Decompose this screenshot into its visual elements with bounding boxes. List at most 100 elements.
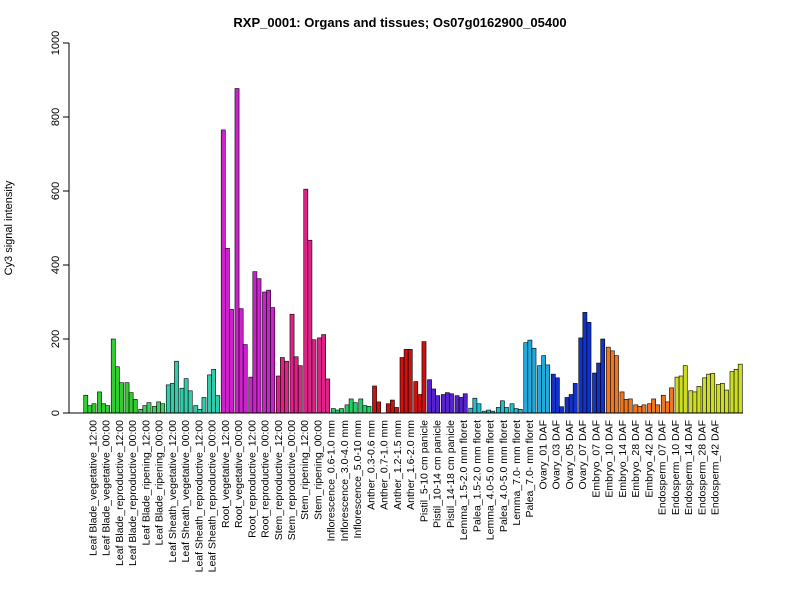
bar — [578, 337, 584, 414]
bar — [610, 350, 615, 414]
bars-group — [83, 88, 743, 414]
bar — [293, 356, 299, 414]
x-category-label: Lemma_7.0- mm floret — [511, 420, 523, 526]
bar — [559, 406, 564, 414]
bar — [440, 394, 446, 414]
bar — [472, 397, 478, 414]
bar — [138, 408, 144, 414]
bar — [234, 88, 240, 414]
bar — [696, 386, 702, 414]
x-category-label: Root_vegetative_00:00 — [233, 420, 245, 528]
x-category-label: Root_reproductive_12:00 — [246, 420, 258, 538]
bar — [399, 357, 405, 414]
bar — [555, 377, 560, 414]
x-category-label: Endosperm_10 DAF — [670, 420, 682, 515]
bar — [201, 397, 207, 414]
x-category-label: Ovary_03 DAF — [551, 420, 563, 489]
bar — [427, 379, 432, 414]
bar — [238, 308, 244, 414]
bar — [688, 390, 694, 414]
x-category-label: Pistil_10-14 cm panicle — [432, 420, 444, 528]
bar — [87, 405, 93, 414]
x-category-label: Embryo_07 DAF — [590, 420, 602, 498]
bar — [280, 357, 285, 414]
bar — [207, 374, 212, 414]
x-category-label: Pistil_5-10 cm panicle — [418, 420, 430, 522]
bar — [435, 395, 441, 414]
bar — [445, 392, 450, 414]
bar — [641, 404, 647, 414]
bar — [170, 383, 175, 414]
bar — [101, 403, 106, 414]
bar — [417, 394, 423, 414]
bar — [665, 401, 670, 414]
bar — [403, 349, 409, 414]
bar — [394, 407, 399, 414]
bar — [655, 404, 661, 414]
x-category-label: Endosperm_14 DAF — [683, 420, 695, 515]
bar — [297, 365, 303, 414]
bar — [572, 383, 578, 414]
bar — [270, 307, 276, 414]
bar — [91, 403, 97, 414]
bar — [702, 377, 707, 414]
bar — [633, 404, 639, 414]
x-category-label: Stem_ripening_00:00 — [312, 420, 324, 520]
bar — [729, 371, 735, 414]
x-category-label: Root_vegetative_12:00 — [220, 420, 232, 528]
bar — [517, 408, 523, 414]
bar — [325, 378, 331, 414]
bar — [115, 366, 120, 414]
bar — [523, 342, 529, 414]
x-category-label: Ovary_07 DAF — [577, 420, 589, 489]
bar — [692, 391, 698, 414]
y-tick-label: 800 — [50, 108, 62, 126]
bar — [614, 355, 619, 414]
bar — [215, 395, 221, 414]
bar — [187, 390, 193, 414]
bar — [545, 364, 551, 414]
bar — [623, 399, 629, 414]
x-category-label: Palea_4.0-5.0 mm floret — [498, 420, 510, 532]
bar — [352, 402, 358, 414]
bar — [220, 129, 226, 414]
bar — [174, 360, 179, 414]
bar — [128, 392, 134, 414]
bar — [366, 406, 372, 414]
bar — [262, 291, 267, 414]
bar — [339, 408, 344, 414]
bar — [97, 391, 102, 414]
bar — [449, 393, 454, 414]
bar — [674, 376, 680, 414]
x-category-label: Pistil_14-18 cm panicle — [445, 420, 457, 528]
bar — [211, 369, 216, 414]
x-category-label: Leaf Blade_vegetative_00:00 — [101, 420, 113, 556]
x-category-label: Leaf Sheath_reproductive_00:00 — [207, 420, 219, 573]
bar — [307, 239, 313, 414]
bar — [146, 402, 152, 414]
x-category-label: Ovary_05 DAF — [564, 420, 576, 489]
x-axis-labels: Leaf Blade_vegetative_12:00 Leaf Blade_ve… — [88, 420, 722, 573]
bar — [454, 395, 460, 414]
bar — [550, 373, 556, 414]
x-category-label: Root_reproductive_00:00 — [260, 420, 272, 538]
bar — [513, 408, 519, 414]
x-category-label: Endosperm_28 DAF — [696, 420, 708, 515]
x-category-label: Embryo_42 DAF — [643, 420, 655, 498]
bar — [152, 406, 157, 414]
y-tick-label: 200 — [50, 330, 62, 348]
x-category-label: Palea_1.5-2.0 mm floret — [471, 420, 483, 532]
y-axis-label: Cy3 signal intensity — [3, 180, 15, 275]
bar — [509, 403, 515, 414]
x-category-label: Stem_reproductive_00:00 — [286, 420, 298, 540]
x-category-label: Leaf Blade_vegetative_12:00 — [88, 420, 100, 556]
x-category-label: Stem_ripening_12:00 — [299, 420, 311, 520]
bar — [586, 322, 592, 414]
bar — [105, 405, 111, 414]
bar — [124, 382, 130, 414]
x-category-label: Leaf Sheath_vegetative_12:00 — [167, 420, 179, 563]
bar — [582, 312, 588, 414]
x-category-label: Leaf Blade_ripening_00:00 — [154, 420, 166, 546]
x-category-label: Leaf Sheath_reproductive_12:00 — [193, 420, 205, 573]
